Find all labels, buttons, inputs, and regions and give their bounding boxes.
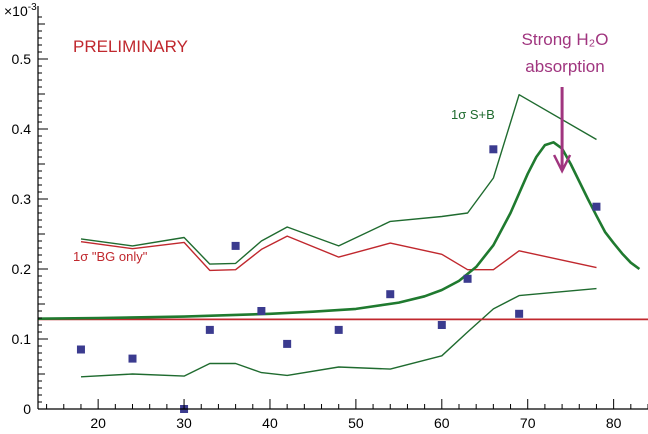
absorption-label-line1: Strong H₂O <box>522 30 609 49</box>
data-point <box>231 241 240 250</box>
data-point <box>515 309 524 318</box>
y-exponent-power: -3 <box>28 2 37 13</box>
axes: 20 30 40 50 60 70 80 0 0.1 0.2 0.3 0.4 0.5 <box>12 6 648 431</box>
data-point <box>592 202 601 211</box>
preliminary-label: PRELIMINARY <box>73 37 188 56</box>
y-tick-label: 0.4 <box>12 121 32 137</box>
absorption-label-line2: absorption <box>525 57 604 76</box>
bg-band-line <box>80 235 597 272</box>
x-tick-label: 70 <box>520 415 536 431</box>
y-tick-label: 0.1 <box>12 331 32 347</box>
x-tick-label: 80 <box>606 415 622 431</box>
plot-lines <box>37 93 648 378</box>
y-ticks: 0 0.1 0.2 0.3 0.4 0.5 <box>12 16 48 417</box>
sb-band-label: 1σ S+B <box>451 107 495 122</box>
absorption-arrow <box>552 87 572 174</box>
data-point <box>205 325 214 334</box>
x-tick-label: 40 <box>262 415 278 431</box>
arrow-head <box>552 154 572 174</box>
x-tick-label: 60 <box>434 415 450 431</box>
data-point <box>463 274 472 283</box>
data-point <box>76 345 85 354</box>
data-point <box>437 321 446 329</box>
sb-lower-line <box>80 287 597 378</box>
data-point <box>283 339 292 348</box>
x-tick-label: 30 <box>176 415 192 431</box>
data-point <box>489 145 498 154</box>
data-points <box>76 145 601 413</box>
fit-curve <box>37 141 641 320</box>
y-tick-label: 0.3 <box>12 191 32 207</box>
x-tick-label: 20 <box>90 415 106 431</box>
sb-upper-line <box>80 93 597 265</box>
y-tick-label: 0 <box>23 401 31 417</box>
data-point <box>257 307 266 315</box>
data-point <box>334 325 343 334</box>
y-exponent-base: ×10 <box>4 3 28 19</box>
y-tick-label: 0.2 <box>12 261 32 277</box>
y-exponent-label: ×10-3 <box>4 2 37 19</box>
x-tick-label: 50 <box>348 415 364 431</box>
x-ticks: 20 30 40 50 60 70 80 <box>46 399 648 431</box>
data-point <box>128 354 137 363</box>
y-tick-label: 0.5 <box>12 51 32 67</box>
bg-band-label: 1σ "BG only" <box>73 249 148 264</box>
data-point <box>386 290 395 299</box>
